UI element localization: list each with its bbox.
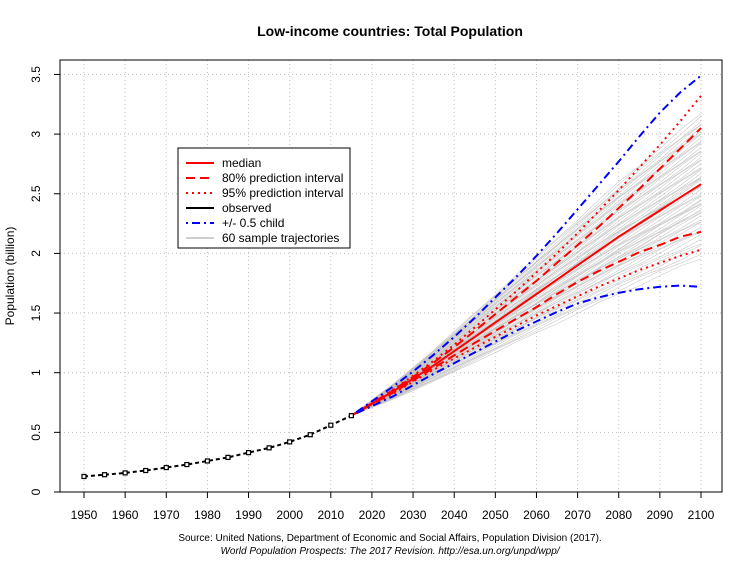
x-tick-label: 1960 xyxy=(112,508,139,522)
y-tick-label: 0 xyxy=(29,488,43,495)
sample-trajectory xyxy=(351,239,702,416)
legend-label-pi95: 95% prediction interval xyxy=(222,186,343,200)
x-tick-label: 2100 xyxy=(688,508,715,522)
y-tick-label: 1.5 xyxy=(29,304,43,321)
sample-trajectory xyxy=(351,150,702,416)
x-tick-label: 2080 xyxy=(605,508,632,522)
observed-point xyxy=(348,413,354,419)
series-line-half-lower xyxy=(350,284,702,417)
y-tick-label: 2 xyxy=(29,250,43,257)
sample-trajectory xyxy=(351,243,702,416)
y-tick-label: 3 xyxy=(29,130,43,137)
observed-point xyxy=(287,439,293,445)
legend-label-observed: observed xyxy=(222,201,271,215)
x-tick-label: 1990 xyxy=(235,508,262,522)
x-tick-label: 2010 xyxy=(317,508,344,522)
x-tick-label: 2030 xyxy=(400,508,427,522)
grid xyxy=(60,60,722,493)
series-line-pi80-upper xyxy=(350,127,702,417)
sample-trajectory xyxy=(351,254,702,416)
sample-trajectory xyxy=(351,245,702,416)
legend-label-pi80: 80% prediction interval xyxy=(222,171,343,185)
sample-trajectory xyxy=(351,168,702,416)
series-line-half-upper xyxy=(350,74,702,417)
observed-point xyxy=(163,464,169,471)
x-tick-label: 1970 xyxy=(153,508,180,522)
x-tick-label: 2050 xyxy=(482,508,509,522)
series-lines xyxy=(350,74,702,417)
legend-box xyxy=(177,147,351,249)
y-tick-label: 3.5 xyxy=(29,66,43,83)
sample-trajectory xyxy=(351,113,702,416)
x-tick-label: 2090 xyxy=(647,508,674,522)
observed-point xyxy=(101,472,108,478)
source-line-2: World Population Prospects: The 2017 Rev… xyxy=(220,546,560,557)
x-tick-label: 2000 xyxy=(276,508,303,522)
observed-point xyxy=(204,458,210,464)
source-line-1: Source: United Nations, Department of Ec… xyxy=(178,533,601,544)
series-line-pi95-lower xyxy=(350,248,702,417)
sample-trajectory xyxy=(351,258,702,416)
observed-point xyxy=(143,467,149,474)
plot-frame xyxy=(59,59,723,493)
legend-label-trajectories: 60 sample trajectories xyxy=(222,231,339,245)
observed-point xyxy=(184,461,190,468)
x-tick-label: 2070 xyxy=(564,508,591,522)
x-axis: 1950 1960 1970 1980 1990 2000 2010 2020 2030 2040… xyxy=(71,492,715,522)
y-tick-label: 0.5 xyxy=(29,424,43,441)
observed-point xyxy=(122,470,128,476)
sample-trajectory xyxy=(351,121,702,416)
series-line-pi80-lower xyxy=(350,230,702,417)
x-tick-label: 1950 xyxy=(71,508,98,522)
observed-point xyxy=(328,422,334,428)
sample-trajectory xyxy=(351,124,702,416)
y-axis: 0 0.5 1 1.5 2 2.5 3 3.5 xyxy=(29,66,60,495)
y-tick-label: 2.5 xyxy=(29,185,43,202)
x-tick-label: 2060 xyxy=(523,508,550,522)
sample-trajectory xyxy=(351,176,702,416)
y-axis-label: Population (billion) xyxy=(3,227,17,326)
sample-trajectory xyxy=(351,131,702,416)
observed-series xyxy=(81,413,354,480)
legend-label-median: median xyxy=(222,156,261,170)
sample-trajectory xyxy=(351,142,702,416)
x-tick-label: 2040 xyxy=(441,508,468,522)
series-line-median xyxy=(350,183,702,417)
x-tick-label: 2020 xyxy=(359,508,386,522)
y-tick-label: 1 xyxy=(29,369,43,376)
sample-trajectory xyxy=(351,157,702,416)
chart-title: Low-income countries: Total Population xyxy=(257,23,523,39)
legend-label-half-child: +/- 0.5 child xyxy=(222,216,284,230)
sample-trajectory xyxy=(351,167,702,416)
sample-trajectories xyxy=(351,113,702,416)
observed-point xyxy=(225,454,231,461)
series-line-pi95-upper xyxy=(350,95,702,417)
observed-line xyxy=(83,414,352,478)
observed-point xyxy=(245,450,252,456)
x-tick-label: 1980 xyxy=(194,508,221,522)
observed-point xyxy=(81,473,87,480)
observed-point xyxy=(307,432,313,438)
observed-point xyxy=(266,445,272,451)
